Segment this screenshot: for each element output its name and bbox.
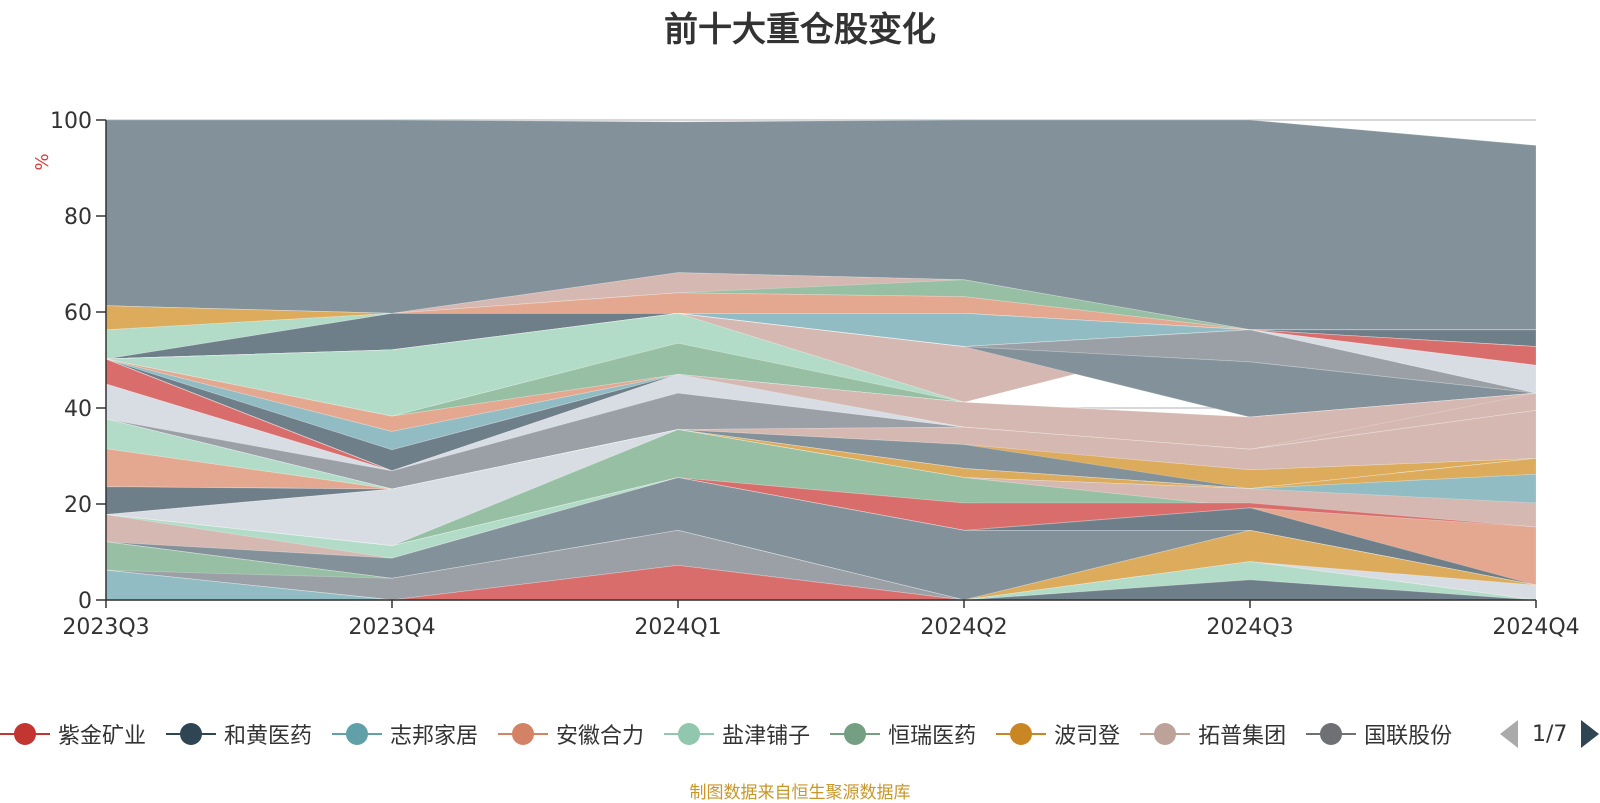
legend-marker-icon <box>166 723 217 745</box>
legend-item-label: 安徽合力 <box>556 724 645 749</box>
y-tick-label: 60 <box>64 301 92 326</box>
legend-item[interactable]: 盐津铺子 <box>664 712 810 756</box>
legend-page-indicator: 1/7 <box>1532 721 1568 747</box>
axis-layer: 0 20 40 60 80 100 2023Q3 2023Q4 2024Q1 2024Q2 2024… <box>50 109 1580 640</box>
area-layer <box>105 119 1537 601</box>
legend-pager: 1/7 <box>1500 716 1600 752</box>
x-tick-label: 2024Q3 <box>1206 615 1293 640</box>
source-note: 制图数据来自恒生聚源数据库 <box>689 783 911 803</box>
area-layer-26 <box>105 409 1537 490</box>
y-tick-label: 40 <box>64 397 92 422</box>
chart-title: 前十大重仓股变化 <box>664 10 936 50</box>
x-tick-label: 2024Q2 <box>920 615 1007 640</box>
legend-next-page-icon[interactable] <box>1581 720 1600 748</box>
x-tick-label: 2024Q1 <box>634 615 721 640</box>
x-tick-label: 2024Q4 <box>1492 615 1579 640</box>
area-layer-24 <box>105 392 1537 490</box>
legend-marker-icon <box>830 723 881 745</box>
legend-item[interactable]: 志邦家居 <box>332 712 478 756</box>
legend-marker-icon <box>498 723 549 745</box>
legend-item-label: 志邦家居 <box>390 724 479 749</box>
x-tick-label: 2023Q3 <box>62 615 149 640</box>
legend-item[interactable]: 恒瑞医药 <box>830 712 976 756</box>
legend-item-label: 和黄医药 <box>224 724 313 749</box>
legend-prev-page-icon[interactable] <box>1500 720 1518 748</box>
legend-marker-icon <box>1306 723 1357 745</box>
legend-marker-icon <box>0 723 50 745</box>
legend-item[interactable]: 安徽合力 <box>498 712 644 756</box>
legend-item[interactable]: 和黄医药 <box>166 712 312 756</box>
legend-item-label: 波司登 <box>1054 724 1121 749</box>
y-tick-label: 100 <box>50 109 92 134</box>
y-tick-label: 20 <box>64 493 92 518</box>
legend-item[interactable]: 波司登 <box>996 712 1120 756</box>
legend-item[interactable]: 国联股份 <box>1306 712 1452 756</box>
legend-item[interactable]: 紫金矿业 <box>0 712 146 756</box>
legend-marker-icon <box>1140 723 1191 745</box>
y-tick-label: 0 <box>78 589 92 614</box>
legend-item-label: 恒瑞医药 <box>888 724 977 749</box>
legend-item[interactable]: 拓普集团 <box>1140 712 1286 756</box>
area-layer-32 <box>105 429 1537 490</box>
legend-item-label: 盐津铺子 <box>722 724 811 749</box>
y-tick-label: 80 <box>64 205 92 230</box>
area-layer-46 <box>105 529 1537 601</box>
legend-item-label: 紫金矿业 <box>58 724 147 749</box>
legend-item-label: 国联股份 <box>1364 724 1453 749</box>
y-axis-unit-label: % <box>32 153 53 170</box>
legend-marker-icon <box>332 723 383 745</box>
x-tick-label: 2023Q4 <box>348 615 435 640</box>
legend-item-label: 拓普集团 <box>1198 724 1287 749</box>
legend-marker-icon <box>664 723 715 745</box>
legend[interactable]: 紫金矿业 和黄医药 志邦家居 安徽合力 盐津铺子 恒瑞医药 波司登 拓普集团 国联股份 <box>0 712 1480 756</box>
legend-marker-icon <box>996 723 1047 745</box>
